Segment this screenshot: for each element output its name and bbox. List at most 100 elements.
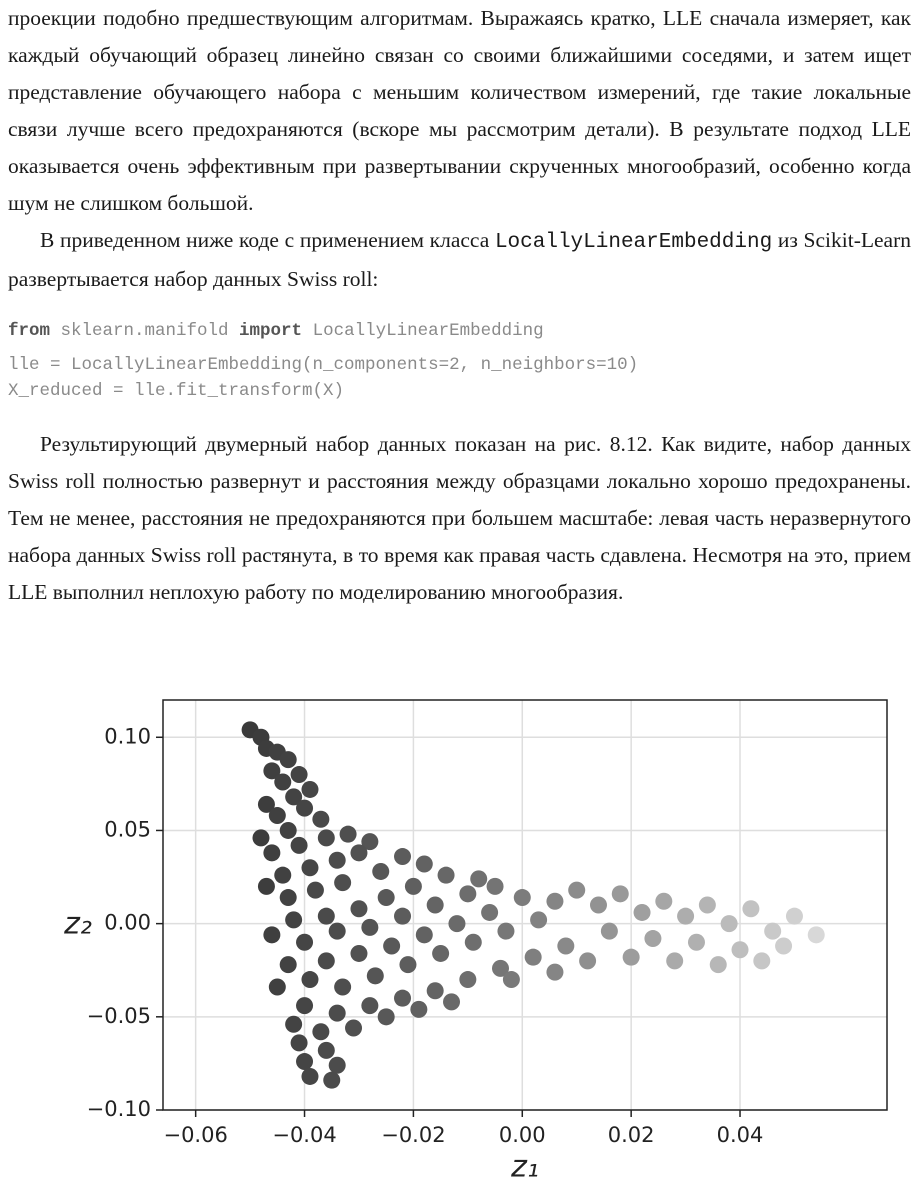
point <box>279 751 297 769</box>
point <box>785 907 803 925</box>
point <box>530 911 548 929</box>
point <box>622 948 640 966</box>
y-tick-label: −0.05 <box>87 1004 151 1028</box>
point <box>279 956 297 974</box>
point <box>644 930 662 948</box>
point <box>312 810 330 828</box>
point <box>345 1019 363 1037</box>
point <box>807 926 825 944</box>
point <box>448 915 466 933</box>
point <box>415 926 433 944</box>
x-tick-label: −0.06 <box>163 1123 227 1147</box>
point <box>301 1067 319 1085</box>
point <box>279 889 297 907</box>
points-layer <box>241 721 825 1089</box>
point <box>486 877 504 895</box>
text-body: проекции подобно предшествующим алгоритм… <box>8 0 911 611</box>
point <box>470 870 488 888</box>
point <box>742 900 760 918</box>
point <box>426 896 444 914</box>
point <box>600 922 618 940</box>
point <box>687 933 705 951</box>
point <box>361 997 379 1015</box>
point <box>317 1041 335 1059</box>
point <box>350 944 368 962</box>
point <box>274 866 292 884</box>
point <box>513 889 531 907</box>
y-tick-label: 0.10 <box>104 724 151 748</box>
code-line: from sklearn.manifold import LocallyLine… <box>8 318 911 344</box>
point <box>252 829 270 847</box>
paragraph: В приведенном ниже коде с применением кл… <box>8 222 911 298</box>
point <box>350 900 368 918</box>
point <box>257 877 275 895</box>
point <box>524 948 542 966</box>
point <box>394 907 412 925</box>
point <box>301 971 319 989</box>
point <box>404 877 422 895</box>
x-tick-label: 0.04 <box>717 1123 764 1147</box>
point <box>698 896 716 914</box>
chart: z₁ z₂ −0.06 −0.04 −0.02 0.00 0.02 0.04−0.10−0… <box>63 699 888 1185</box>
point <box>361 833 379 851</box>
point <box>481 903 499 921</box>
point <box>350 844 368 862</box>
point <box>731 941 749 959</box>
code-line: lle = LocallyLinearEmbedding(n_component… <box>8 355 639 375</box>
point <box>568 881 586 899</box>
point <box>720 915 738 933</box>
point <box>459 971 477 989</box>
point <box>589 896 607 914</box>
y-tick-label: 0.00 <box>104 911 151 935</box>
point <box>366 967 384 985</box>
point <box>328 1004 346 1022</box>
code-inline: LocallyLinearEmbedding <box>494 231 773 254</box>
plot-frame <box>162 699 888 1111</box>
point <box>317 952 335 970</box>
point <box>301 859 319 877</box>
point <box>257 795 275 813</box>
point <box>410 1000 428 1018</box>
point <box>426 982 444 1000</box>
point <box>579 952 597 970</box>
y-axis-label: z₂ <box>63 907 92 942</box>
point <box>502 971 520 989</box>
point <box>383 937 401 955</box>
point <box>263 762 281 780</box>
point <box>361 918 379 936</box>
code-block: from sklearn.manifold import LocallyLine… <box>8 318 911 404</box>
x-tick-label: −0.04 <box>272 1123 336 1147</box>
point <box>279 821 297 839</box>
point <box>666 952 684 970</box>
point <box>290 1034 308 1052</box>
frame-layer <box>156 699 888 1117</box>
point <box>323 1071 341 1089</box>
point <box>263 844 281 862</box>
point <box>328 922 346 940</box>
point <box>296 799 314 817</box>
point <box>339 825 357 843</box>
point <box>633 903 651 921</box>
point <box>394 848 412 866</box>
x-axis-label: z₁ <box>510 1150 539 1185</box>
point <box>334 978 352 996</box>
point <box>306 881 324 899</box>
point <box>296 933 314 951</box>
point <box>546 892 564 910</box>
point <box>268 978 286 996</box>
keyword: from <box>8 321 51 341</box>
point <box>775 937 793 955</box>
point <box>285 788 303 806</box>
x-tick-label: 0.02 <box>608 1123 655 1147</box>
point <box>377 1008 395 1026</box>
point <box>285 911 303 929</box>
point <box>443 993 461 1011</box>
point <box>334 874 352 892</box>
point <box>655 892 673 910</box>
point <box>274 773 292 791</box>
point <box>301 780 319 798</box>
point <box>268 807 286 825</box>
point <box>459 885 477 903</box>
point <box>394 989 412 1007</box>
labels-layer: −0.06 −0.04 −0.02 0.00 0.02 0.04 −0.10 −0.05 0.0… <box>87 724 764 1147</box>
